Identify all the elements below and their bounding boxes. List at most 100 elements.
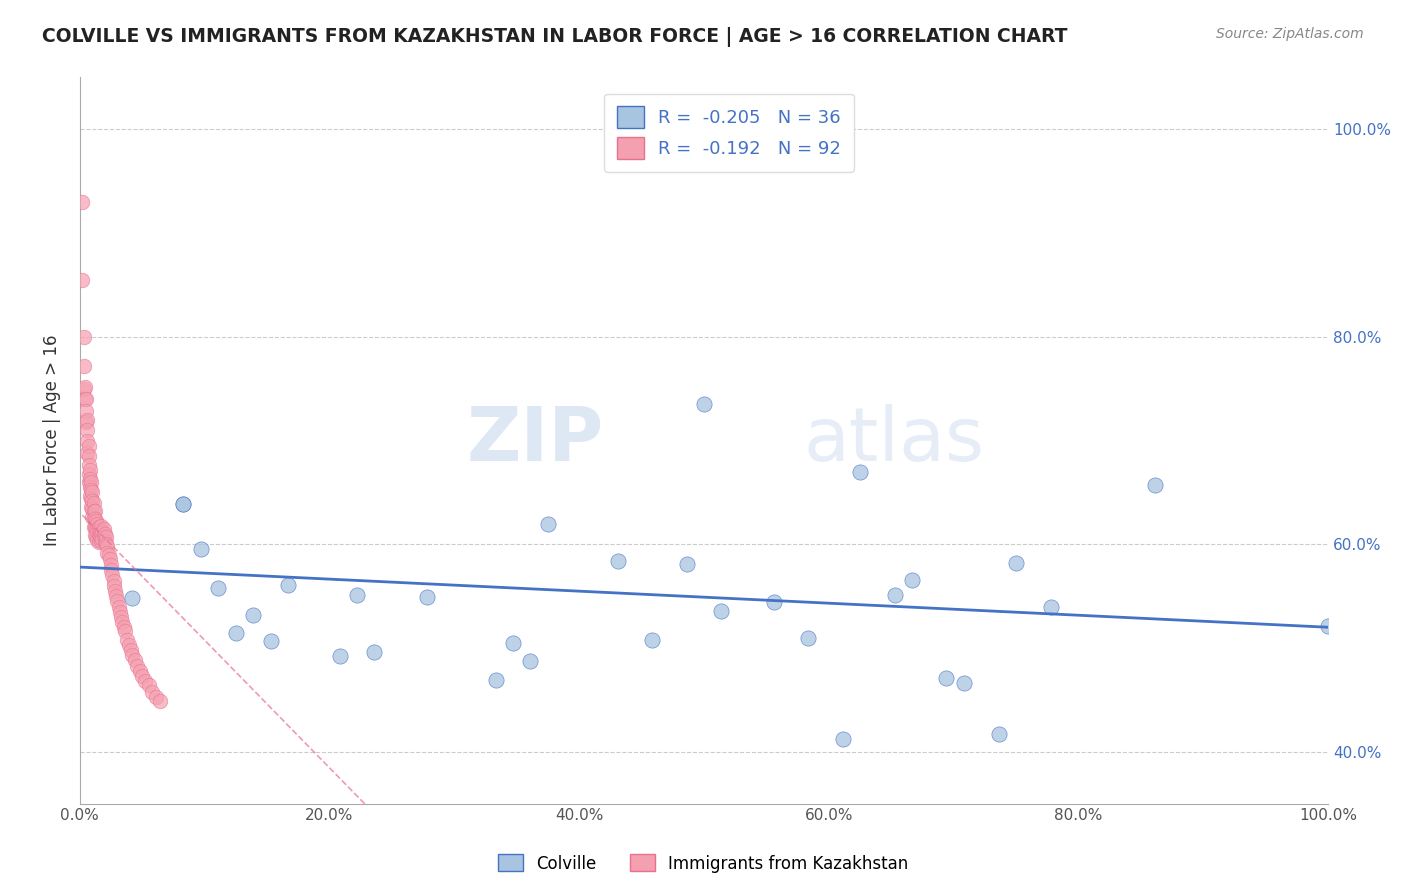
Point: [110, 610, 132, 624]
Point: [346, 588, 368, 602]
Point: [94, 534, 117, 549]
Point: [640, 632, 662, 647]
Point: [75, 404, 97, 418]
Point: [87, 535, 110, 549]
Point: [849, 465, 872, 479]
Point: [77, 439, 100, 453]
Legend: R =  -0.205   N = 36, R =  -0.192   N = 92: R = -0.205 N = 36, R = -0.192 N = 92: [605, 94, 853, 172]
Point: [710, 604, 733, 618]
Text: Source: ZipAtlas.com: Source: ZipAtlas.com: [1216, 27, 1364, 41]
Point: [884, 588, 907, 602]
Point: [79, 489, 101, 503]
Point: [90, 527, 112, 541]
Point: [103, 579, 125, 593]
Point: [91, 524, 114, 539]
Point: [83, 504, 105, 518]
Point: [117, 632, 139, 647]
Point: [84, 515, 107, 529]
Point: [1005, 556, 1028, 570]
Text: atlas: atlas: [804, 404, 984, 477]
Point: [93, 522, 115, 536]
Text: COLVILLE VS IMMIGRANTS FROM KAZAKHSTAN IN LABOR FORCE | AGE > 16 CORRELATION CHA: COLVILLE VS IMMIGRANTS FROM KAZAKHSTAN I…: [42, 27, 1067, 46]
Point: [73, 392, 96, 406]
Point: [77, 467, 100, 481]
Point: [107, 599, 129, 614]
Point: [79, 462, 101, 476]
Point: [96, 539, 118, 553]
Point: [1143, 478, 1166, 492]
Point: [100, 563, 122, 577]
Point: [277, 578, 299, 592]
Point: [94, 527, 117, 541]
Point: [796, 631, 818, 645]
Point: [79, 472, 101, 486]
Point: [537, 516, 560, 531]
Point: [82, 485, 104, 500]
Text: ZIP: ZIP: [467, 404, 605, 477]
Point: [120, 643, 142, 657]
Point: [86, 524, 108, 539]
Point: [80, 500, 103, 514]
Point: [75, 392, 97, 406]
Point: [121, 648, 143, 663]
Point: [89, 530, 111, 544]
Point: [84, 522, 107, 536]
Point: [87, 527, 110, 541]
Point: [83, 519, 105, 533]
Point: [131, 669, 153, 683]
Point: [84, 530, 107, 544]
Point: [82, 502, 104, 516]
Point: [77, 449, 100, 463]
Point: [112, 620, 135, 634]
Point: [693, 397, 716, 411]
Point: [225, 626, 247, 640]
Point: [606, 554, 628, 568]
Point: [89, 523, 111, 537]
Point: [502, 636, 524, 650]
Point: [72, 194, 94, 209]
Point: [86, 516, 108, 531]
Point: [82, 510, 104, 524]
Point: [90, 518, 112, 533]
Point: [72, 359, 94, 373]
Point: [72, 273, 94, 287]
Point: [416, 590, 439, 604]
Point: [83, 528, 105, 542]
Point: [128, 664, 150, 678]
Point: [207, 581, 229, 595]
Point: [76, 423, 98, 437]
Point: [762, 595, 785, 609]
Point: [134, 674, 156, 689]
Point: [1317, 619, 1340, 633]
Point: [1108, 814, 1130, 829]
Point: [94, 537, 117, 551]
Point: [83, 511, 105, 525]
Point: [901, 573, 924, 587]
Point: [124, 653, 146, 667]
Point: [80, 483, 103, 498]
Point: [242, 607, 264, 622]
Point: [328, 649, 350, 664]
Point: [935, 671, 957, 685]
Point: [98, 551, 121, 566]
Point: [80, 475, 103, 489]
Legend: Colville, Immigrants from Kazakhstan: Colville, Immigrants from Kazakhstan: [491, 847, 915, 880]
Point: [87, 519, 110, 533]
Point: [519, 655, 541, 669]
Point: [172, 497, 194, 511]
Point: [363, 645, 385, 659]
Point: [484, 673, 506, 688]
Point: [75, 415, 97, 429]
Point: [952, 676, 974, 690]
Point: [83, 512, 105, 526]
Point: [82, 493, 104, 508]
Point: [675, 557, 697, 571]
Point: [987, 727, 1010, 741]
Point: [127, 658, 149, 673]
Point: [121, 591, 143, 606]
Point: [145, 690, 167, 704]
Point: [96, 545, 118, 559]
Point: [104, 584, 127, 599]
Point: [97, 548, 120, 562]
Point: [76, 446, 98, 460]
